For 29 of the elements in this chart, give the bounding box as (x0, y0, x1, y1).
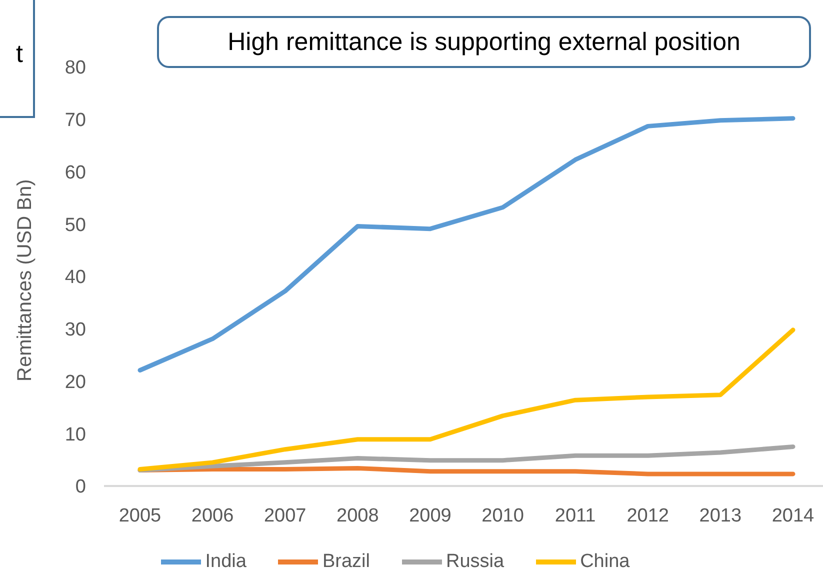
line-series (138, 444, 796, 473)
x-tick-label: 2012 (626, 505, 670, 526)
text: t (16, 40, 23, 68)
x-tick-label: 2013 (699, 505, 742, 526)
y-tick-label: 80 (64, 58, 86, 79)
x-tick-label: 2007 (264, 505, 306, 526)
x-tick-label: 2006 (191, 505, 234, 526)
legend-label: China (580, 551, 630, 572)
x-tick-label: 2010 (482, 505, 524, 526)
y-tick-label: 70 (64, 110, 86, 132)
legend-label: Brazil (322, 551, 370, 572)
y-tick-label: 50 (64, 214, 86, 236)
legend-label: Russia (446, 551, 504, 572)
y-tick-label: 20 (64, 372, 86, 393)
x-tick-label: 2014 (772, 505, 815, 526)
y-tick-label: 0 (75, 476, 86, 498)
x-tick-label: 2008 (336, 505, 379, 526)
y-axis-title: Remittances (USD Bn) (14, 179, 36, 382)
x-tick-label: 2005 (118, 505, 162, 526)
y-tick-label: 40 (64, 267, 86, 288)
chart-title: High remittance is supporting external position (157, 16, 811, 68)
y-tick-label: 60 (64, 162, 86, 184)
y-tick-label: 10 (64, 424, 86, 446)
x-tick-label: 2009 (409, 505, 452, 526)
legend-label: India (205, 551, 246, 572)
line-series (138, 116, 796, 372)
y-tick-label: 30 (64, 320, 86, 341)
x-tick-label: 2011 (554, 505, 596, 526)
line-series (138, 328, 796, 472)
